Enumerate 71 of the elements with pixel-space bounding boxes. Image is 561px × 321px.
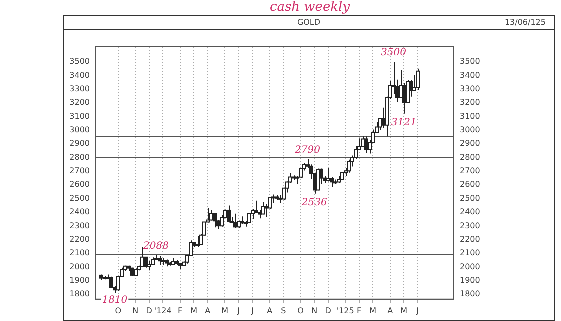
y2-tick-label: 2100 bbox=[460, 248, 480, 258]
annotation: 2088 bbox=[142, 240, 169, 252]
annotation: 3500 bbox=[381, 48, 408, 59]
x-tick-label: M bbox=[190, 306, 198, 316]
candlestick bbox=[364, 136, 368, 154]
candlestick bbox=[228, 205, 232, 224]
x-tick-label: S bbox=[281, 306, 286, 316]
text: cash weekly bbox=[268, 0, 352, 15]
x-tick-label: J bbox=[416, 306, 420, 316]
y2-tick-label: 3300 bbox=[460, 84, 480, 94]
y-tick-label: 2700 bbox=[70, 166, 90, 176]
annotation: 2790 bbox=[294, 144, 322, 156]
y2-tick-label: 2700 bbox=[460, 166, 480, 176]
x-tick-label: J bbox=[250, 306, 254, 316]
y-tick-label: 3100 bbox=[70, 112, 90, 121]
x-tick-label: D bbox=[325, 306, 332, 316]
y2-tick-label: 2500 bbox=[460, 194, 480, 203]
x-tick-label: M bbox=[222, 306, 229, 316]
y-tick-label: 2900 bbox=[70, 139, 90, 148]
y-tick-label: 2500 bbox=[70, 194, 90, 203]
y-tick-label: 2400 bbox=[70, 208, 90, 217]
annotation: 1810 bbox=[102, 294, 128, 306]
y-tick-label: 2300 bbox=[70, 221, 90, 230]
y-tick-label: 3400 bbox=[70, 70, 90, 80]
x-tick-label: F bbox=[178, 306, 184, 316]
y-tick-label: 1800 bbox=[70, 290, 90, 299]
x-tick-label: N bbox=[132, 306, 139, 316]
y2-tick-label: 1900 bbox=[460, 276, 480, 286]
candlestick bbox=[214, 212, 218, 228]
x-tick-label: A bbox=[388, 306, 394, 316]
y-tick-label: 3200 bbox=[70, 98, 90, 108]
y2-tick-label: 2800 bbox=[460, 152, 480, 162]
y2-tick-label: 3000 bbox=[460, 126, 480, 135]
y-tick-label: 2800 bbox=[70, 152, 90, 162]
y2-tick-label: 2900 bbox=[460, 139, 480, 148]
y-tick-label: 1900 bbox=[70, 276, 90, 286]
annotation: 3121 bbox=[391, 117, 417, 128]
x-tick-label: '125 bbox=[336, 306, 354, 316]
annotation: 2536 bbox=[300, 198, 328, 209]
y-tick-label: 2000 bbox=[70, 262, 90, 272]
x-tick-label: F bbox=[357, 306, 362, 316]
x-tick-label: A bbox=[267, 306, 274, 316]
x-tick-label: J bbox=[236, 306, 240, 316]
y-tick-label: 3500 bbox=[70, 57, 90, 66]
candlestick bbox=[234, 213, 238, 229]
y-tick-label: 2200 bbox=[70, 234, 90, 244]
text: 13/06/125 bbox=[504, 18, 546, 27]
y-tick-label: 3000 bbox=[70, 126, 90, 135]
y-tick-label: 3300 bbox=[70, 84, 90, 94]
y2-tick-label: 2200 bbox=[460, 234, 480, 244]
y2-tick-label: 1800 bbox=[460, 290, 480, 299]
y2-tick-label: 3200 bbox=[460, 98, 480, 108]
y2-tick-label: 3500 bbox=[460, 57, 480, 66]
x-tick-label: O bbox=[298, 306, 304, 316]
x-tick-label: M bbox=[400, 306, 408, 316]
y2-tick-label: 2300 bbox=[460, 221, 480, 230]
x-tick-label: D bbox=[146, 306, 152, 316]
x-tick-label: N bbox=[312, 306, 318, 316]
y2-tick-label: 3400 bbox=[460, 70, 480, 80]
y-tick-label: 2600 bbox=[70, 180, 90, 190]
y2-tick-label: 3100 bbox=[460, 112, 480, 121]
y2-tick-label: 2400 bbox=[460, 208, 480, 217]
x-tick-label: A bbox=[205, 306, 212, 316]
x-tick-label: M bbox=[370, 306, 377, 316]
y2-tick-label: 2600 bbox=[460, 180, 480, 190]
y-tick-label: 2100 bbox=[70, 248, 90, 258]
chart-title: GOLD bbox=[297, 18, 321, 27]
x-tick-label: O bbox=[115, 306, 122, 316]
y2-tick-label: 2000 bbox=[460, 262, 480, 272]
x-tick-label: '124 bbox=[154, 306, 172, 316]
candlestick bbox=[402, 82, 406, 114]
